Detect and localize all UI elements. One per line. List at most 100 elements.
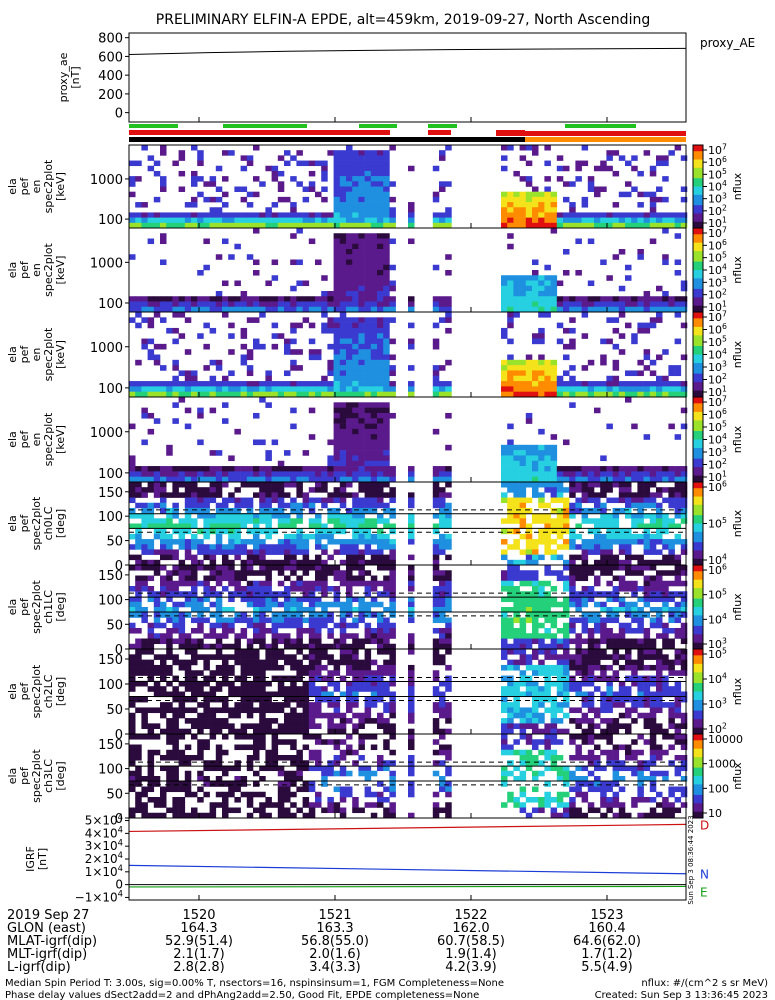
heatmap-cell bbox=[302, 544, 310, 550]
heatmap-cell bbox=[302, 691, 310, 698]
heatmap-cell bbox=[370, 217, 378, 224]
heatmap-cell bbox=[649, 502, 657, 509]
heatmap-cell bbox=[191, 659, 198, 666]
heatmap-cell bbox=[569, 487, 576, 493]
heatmap-cell bbox=[333, 586, 341, 592]
heatmap-cell bbox=[153, 612, 161, 618]
heatmap-cell bbox=[129, 482, 136, 488]
heatmap-cell bbox=[160, 176, 167, 182]
heatmap-cell bbox=[643, 322, 651, 329]
heatmap-cell bbox=[377, 718, 384, 724]
heatmap-cell bbox=[649, 191, 657, 198]
heatmap-cell bbox=[284, 217, 291, 224]
heatmap-cell bbox=[352, 196, 359, 203]
heatmap-cell bbox=[389, 712, 396, 719]
heatmap-cell bbox=[532, 444, 539, 451]
heatmap-cell bbox=[525, 607, 533, 613]
heatmap-cell bbox=[370, 165, 378, 172]
heatmap-cell bbox=[538, 222, 545, 229]
colorbar-cell bbox=[693, 318, 703, 321]
heatmap-cell bbox=[339, 155, 347, 161]
heatmap-cell bbox=[680, 322, 688, 329]
heatmap-cell bbox=[569, 306, 576, 313]
heatmap-cell bbox=[141, 381, 148, 387]
heatmap-cell bbox=[389, 264, 396, 271]
heatmap-cell bbox=[246, 301, 254, 308]
y-tick-label: 50 bbox=[106, 618, 123, 633]
heatmap-cell bbox=[290, 476, 297, 483]
heatmap-cell bbox=[222, 217, 229, 224]
heatmap-cell bbox=[296, 306, 303, 313]
heatmap-cell bbox=[321, 691, 328, 698]
heatmap-cell bbox=[271, 559, 279, 566]
heatmap-cell bbox=[346, 285, 353, 292]
heatmap-cell bbox=[383, 391, 390, 398]
heatmap-cell bbox=[352, 476, 359, 483]
heatmap-cell bbox=[377, 217, 384, 224]
heatmap-cell bbox=[600, 622, 607, 629]
heatmap-cell bbox=[358, 381, 365, 387]
heatmap-cell bbox=[141, 343, 148, 350]
heatmap-cell bbox=[265, 513, 272, 519]
heatmap-cell bbox=[141, 586, 148, 592]
colorbar-cell bbox=[693, 305, 703, 309]
heatmap-cell bbox=[153, 617, 161, 624]
heatmap-cell bbox=[501, 381, 508, 387]
heatmap-cell bbox=[253, 306, 260, 313]
heatmap-cell bbox=[600, 638, 607, 645]
heatmap-cell bbox=[370, 354, 378, 361]
heatmap-cell bbox=[625, 181, 632, 187]
heatmap-cell bbox=[445, 539, 452, 545]
heatmap-cell bbox=[321, 591, 328, 597]
heatmap-cell bbox=[519, 607, 527, 613]
heatmap-cell bbox=[432, 586, 440, 592]
heatmap-cell bbox=[215, 570, 223, 576]
heatmap-cell bbox=[439, 612, 446, 618]
heatmap-cell bbox=[277, 181, 285, 187]
heatmap-cell bbox=[507, 370, 514, 377]
heatmap-cell bbox=[184, 349, 192, 355]
heatmap-cell bbox=[519, 359, 527, 366]
heatmap-cell bbox=[507, 702, 514, 708]
heatmap-cell bbox=[352, 554, 359, 561]
colorbar-cell bbox=[693, 443, 703, 447]
colorbar-tick-label: 105 bbox=[708, 167, 727, 181]
heatmap-cell bbox=[525, 507, 533, 514]
heatmap-cell bbox=[656, 386, 663, 392]
heatmap-cell bbox=[191, 691, 198, 698]
heatmap-cell bbox=[160, 466, 167, 472]
heatmap-cell bbox=[147, 649, 155, 655]
heatmap-cell bbox=[513, 365, 520, 371]
colorbar-cell bbox=[693, 228, 703, 231]
heatmap-cell bbox=[290, 617, 297, 624]
colorbar-cell bbox=[693, 314, 703, 317]
heatmap-cell bbox=[153, 296, 161, 302]
heatmap-cell bbox=[358, 212, 365, 218]
heatmap-cell bbox=[364, 370, 372, 377]
heatmap-cell bbox=[327, 539, 334, 545]
y-tick-label: 0 bbox=[115, 643, 123, 658]
heatmap-cell bbox=[680, 285, 688, 292]
heatmap-cell bbox=[563, 165, 570, 172]
heatmap-cell bbox=[649, 238, 657, 245]
heatmap-cell bbox=[184, 466, 192, 472]
heatmap-cell bbox=[563, 507, 570, 514]
heatmap-cell bbox=[259, 518, 266, 524]
heatmap-cell bbox=[308, 476, 316, 483]
heatmap-cell bbox=[581, 638, 589, 645]
heatmap-cell bbox=[296, 659, 303, 666]
heatmap-cell bbox=[290, 217, 297, 224]
heatmap-cell bbox=[209, 707, 217, 714]
heatmap-cell bbox=[532, 285, 539, 292]
heatmap-cell bbox=[215, 664, 223, 671]
heatmap-cell bbox=[519, 654, 527, 660]
heatmap-cell bbox=[637, 539, 644, 545]
heatmap-cell bbox=[228, 607, 235, 613]
heatmap-cell bbox=[327, 455, 334, 462]
heatmap-cell bbox=[680, 222, 688, 229]
heatmap-cell bbox=[538, 492, 545, 498]
heatmap-cell bbox=[290, 518, 297, 524]
heatmap-cell bbox=[147, 591, 155, 597]
heatmap-cell bbox=[370, 370, 378, 377]
heatmap-cell bbox=[445, 718, 452, 724]
